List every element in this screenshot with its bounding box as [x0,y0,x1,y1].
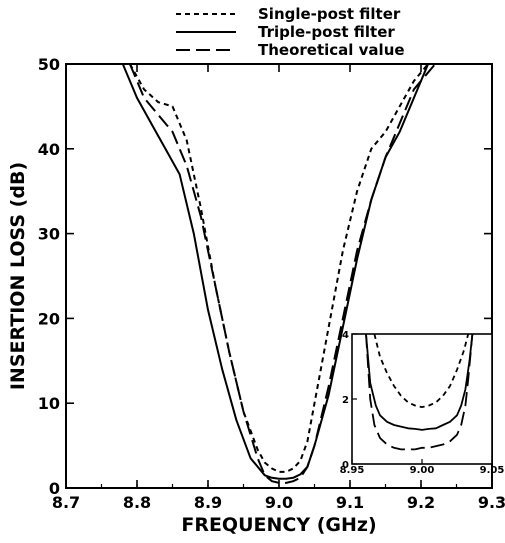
y-tick-label: 50 [38,55,60,74]
legend: Single-post filter Triple-post filter Th… [176,5,405,59]
main-series-line-0 [129,63,429,473]
inset-series [365,333,474,451]
inset-x-tick-label: 8.95 [340,465,365,476]
x-tick-label: 8.8 [123,493,151,512]
inset: 8.95 9.00 9.05 0 2 4 [340,330,505,476]
x-tick-label: 9.2 [407,493,435,512]
inset-frame [351,333,493,465]
main-series [121,63,436,484]
inset-y-tick-label: 2 [342,395,349,406]
main-series-line-2 [128,63,436,484]
y-axis-title: INSERTION LOSS (dB) [7,162,29,390]
inset-y-tick-label: 0 [342,460,349,471]
y-tick-label: 40 [38,140,60,159]
x-tick-label: 9.3 [478,493,505,512]
x-tick-label: 8.9 [194,493,222,512]
inset-series-line-2 [365,333,474,451]
legend-label-theoretical: Theoretical value [258,41,405,59]
inset-x-tick-label: 9.05 [480,465,505,476]
y-tick-label: 10 [38,394,60,413]
x-axis-title: FREQUENCY (GHz) [181,514,376,536]
inset-series-line-1 [365,333,474,431]
inset-ticks: 8.95 9.00 9.05 0 2 4 [340,330,505,476]
inset-series-line-0 [373,333,470,409]
x-tick-label: 9.0 [265,493,293,512]
x-tick-label: 9.1 [336,493,364,512]
x-tick-label: 8.7 [52,493,80,512]
legend-label-single-post: Single-post filter [258,5,401,23]
y-tick-label: 0 [49,479,60,498]
inset-y-tick-label: 4 [342,330,349,341]
y-tick-label: 20 [38,309,60,328]
inset-x-tick-label: 9.00 [410,465,435,476]
y-tick-label: 30 [38,225,60,244]
legend-label-triple-post: Triple-post filter [258,23,395,41]
